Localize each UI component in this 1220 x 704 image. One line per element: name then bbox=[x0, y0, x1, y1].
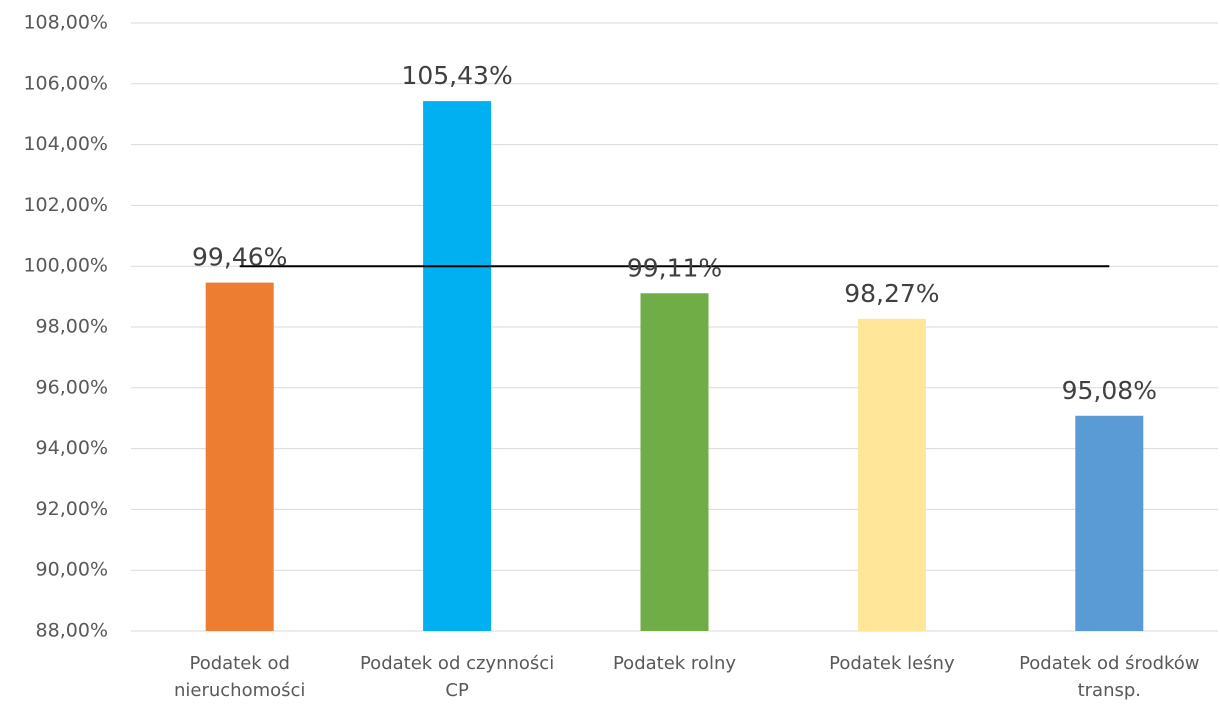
bar bbox=[640, 293, 709, 631]
data-label: 98,27% bbox=[844, 279, 939, 308]
y-tick-label: 100,00% bbox=[23, 255, 108, 277]
data-label: 99,46% bbox=[192, 243, 287, 272]
y-tick-label: 90,00% bbox=[36, 559, 108, 581]
y-tick-label: 92,00% bbox=[36, 498, 108, 520]
x-tick-label: Podatek od nieruchomości bbox=[173, 653, 306, 701]
bar bbox=[423, 101, 492, 632]
y-tick-label: 108,00% bbox=[23, 12, 108, 34]
bar bbox=[205, 282, 274, 631]
bar bbox=[857, 318, 926, 631]
y-tick-label: 106,00% bbox=[23, 72, 108, 94]
x-tick-label: Podatek leśny bbox=[829, 653, 955, 674]
data-label: 95,08% bbox=[1062, 376, 1157, 405]
y-tick-label: 94,00% bbox=[36, 437, 108, 459]
data-label: 99,11% bbox=[627, 253, 722, 282]
y-tick-label: 98,00% bbox=[36, 316, 108, 338]
y-tick-label: 102,00% bbox=[23, 194, 108, 216]
y-tick-label: 96,00% bbox=[36, 376, 108, 398]
y-tick-label: 88,00% bbox=[36, 620, 108, 642]
x-tick-label: Podatek rolny bbox=[612, 653, 737, 674]
x-tick-label: Podatek od środków transp. bbox=[1019, 653, 1200, 701]
x-tick-label: Podatek od czynności CP bbox=[359, 653, 555, 701]
bar bbox=[1075, 415, 1144, 631]
data-label: 105,43% bbox=[401, 61, 512, 90]
y-tick-label: 104,00% bbox=[23, 133, 108, 155]
